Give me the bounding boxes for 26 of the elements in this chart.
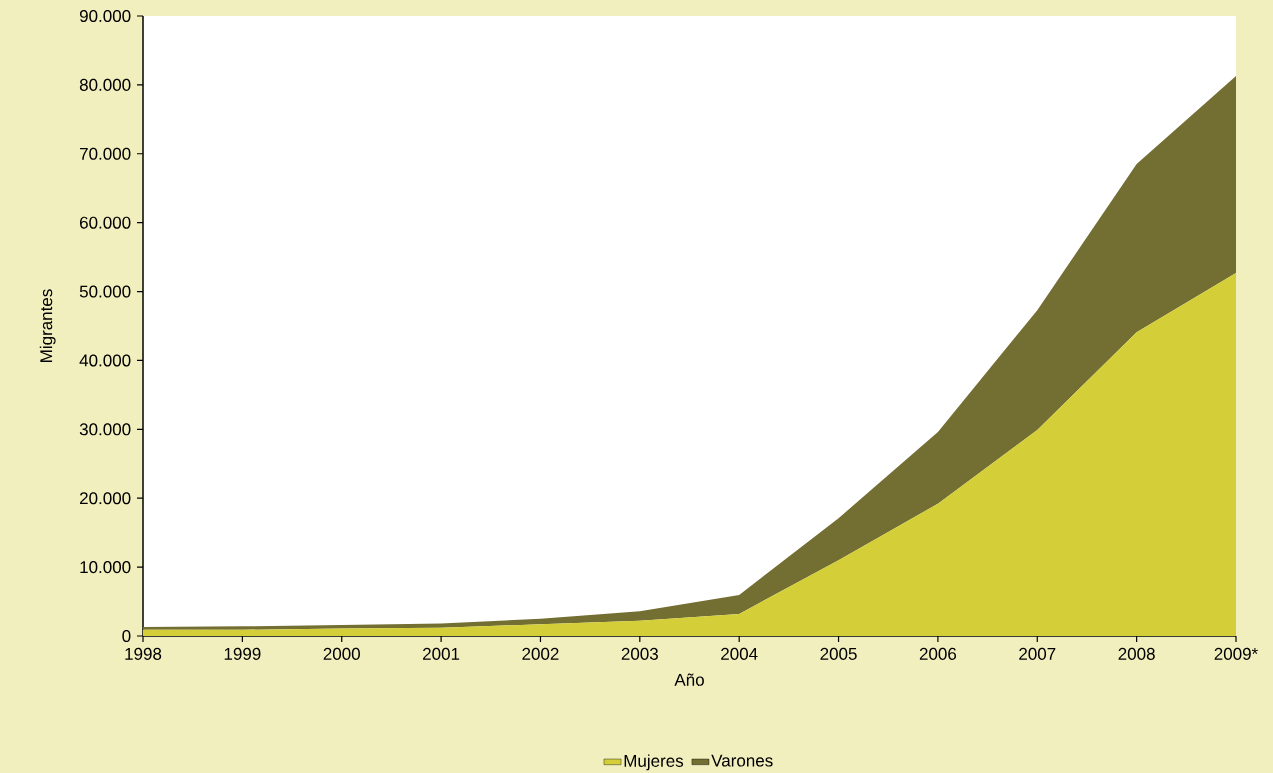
- x-axis-title: Año: [674, 673, 704, 686]
- x-tick-label: 2008: [1118, 647, 1155, 660]
- y-tick-label: 40.000: [79, 354, 131, 367]
- y-tick-label: 70.000: [80, 147, 131, 160]
- x-tick-label: 2004: [721, 647, 758, 660]
- legend-label: Mujeres: [624, 754, 684, 771]
- y-tick-label: 20.000: [80, 492, 131, 505]
- x-tick-label: 2002: [522, 647, 559, 660]
- x-tick-label: 2005: [820, 647, 857, 660]
- y-tick-label: 90.000: [79, 9, 131, 22]
- y-tick-label: 30.000: [79, 423, 131, 436]
- legend-label: Varones: [711, 754, 773, 767]
- y-tick-label: 10.000: [80, 560, 131, 573]
- y-axis-title: Migrantes: [39, 289, 56, 362]
- x-tick-label: 2003: [621, 647, 658, 660]
- x-tick-label: 2009*: [1214, 647, 1258, 660]
- y-tick-label: 60.000: [80, 216, 131, 229]
- y-tick-label: 50.000: [79, 285, 131, 298]
- x-tick-label: 2007: [1019, 647, 1056, 660]
- x-tick-label: 2000: [323, 647, 360, 660]
- x-tick-label: 1999: [224, 647, 261, 660]
- x-tick-label: 2006: [919, 647, 957, 660]
- x-tick-label: 1998: [125, 647, 162, 660]
- y-tick-label: 80.000: [79, 78, 131, 91]
- x-tick-label: 2001: [423, 647, 460, 660]
- y-tick-label: 0: [122, 629, 131, 642]
